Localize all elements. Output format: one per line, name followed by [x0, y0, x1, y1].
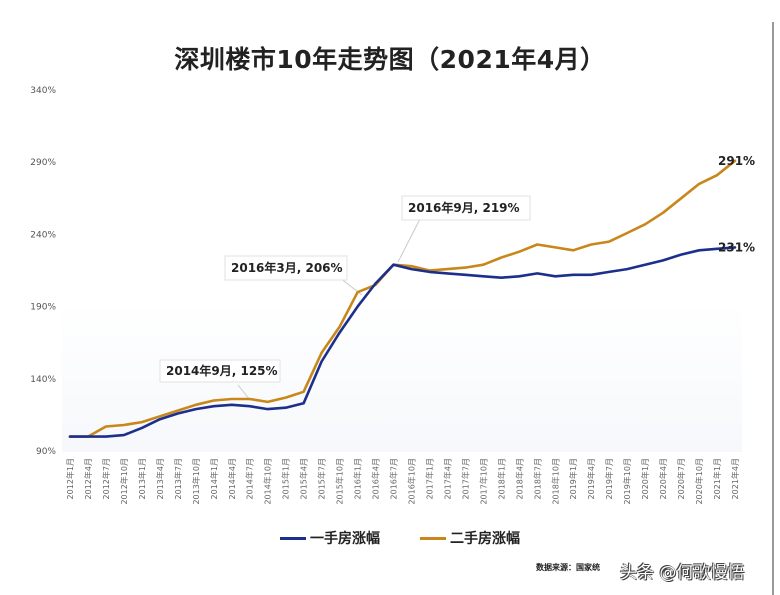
x-tick-label: 2019年10月 [622, 458, 632, 505]
x-tick-label: 2017年4月 [442, 458, 452, 499]
x-tick-label: 2016年4月 [371, 458, 381, 499]
legend-label-new-home: 一手房涨幅 [310, 531, 380, 547]
annotation-box [159, 359, 281, 383]
x-tick-label: 2016年1月 [353, 458, 363, 499]
end-label-new-home: 231% [718, 240, 755, 254]
series-line [68, 159, 737, 438]
x-tick-label: 2013年1月 [137, 458, 147, 499]
legend-item-new-home: 一手房涨幅 [280, 528, 380, 548]
x-tick-label: 2019年7月 [604, 458, 614, 499]
x-tick-label: 2017年7月 [460, 458, 470, 499]
x-tick-label: 2017年10月 [478, 458, 488, 505]
x-tick-label: 2013年7月 [173, 458, 183, 499]
chart-title: 深圳楼市10年走势图（2021年4月） [174, 45, 606, 74]
x-tick-label: 2015年7月 [317, 458, 327, 499]
x-tick-label: 2018年10月 [550, 458, 560, 505]
annotation-text: 2016年9月, 219% [408, 200, 520, 215]
legend-label-second-hand: 二手房涨幅 [450, 531, 520, 547]
y-tick-label: 190% [30, 303, 56, 313]
y-tick-label: 340% [30, 86, 56, 96]
end-label-second-hand: 291% [718, 154, 755, 168]
legend-item-second-hand: 二手房涨幅 [420, 528, 520, 548]
legend-swatch-second-hand [420, 536, 446, 540]
annotation-boxes: 2014年9月, 125% 2016年3月, 206% 2016年9月, 219% [159, 195, 531, 383]
x-tick-label: 2016年7月 [389, 458, 399, 499]
y-axis: 90% 140% 190% 240% 290% 340% [30, 86, 56, 457]
annotation-text: 2016年3月, 206% [231, 260, 343, 275]
y-tick-label: 140% [30, 375, 56, 385]
x-tick-label: 2012年1月 [65, 458, 75, 499]
x-tick-label: 2018年4月 [514, 458, 524, 499]
x-tick-label: 2012年10月 [119, 458, 129, 505]
right-border-line [772, 22, 774, 595]
x-tick-label: 2018年1月 [496, 458, 506, 499]
x-tick-label: 2015年1月 [281, 458, 291, 499]
annotation-text: 2014年9月, 125% [166, 363, 278, 378]
x-tick-label: 2013年4月 [155, 458, 165, 499]
x-tick-label: 2020年7月 [676, 458, 686, 499]
watermark: 头条 @何歌慢悟 [620, 563, 745, 583]
annotation-box [401, 195, 531, 221]
y-tick-label: 240% [30, 230, 56, 240]
x-tick-label: 2019年4月 [586, 458, 596, 499]
x-tick-label: 2016年10月 [406, 458, 416, 505]
annotation-box [224, 255, 348, 281]
x-tick-label: 2017年1月 [424, 458, 434, 499]
y-tick-label: 90% [36, 447, 56, 457]
annotation-leader-line [397, 218, 421, 263]
x-tick-label: 2020年1月 [640, 458, 650, 499]
y-tick-label: 290% [30, 158, 56, 168]
x-tick-label: 2014年7月 [245, 458, 255, 499]
x-axis: 2012年1月 2012年4月 2012年7月 2012年10月 2013年1月 2013… [65, 458, 740, 505]
x-tick-label: 2020年10月 [694, 458, 704, 505]
x-tick-label: 2014年4月 [227, 458, 237, 499]
x-tick-label: 2021年4月 [730, 458, 740, 499]
series-layer [68, 159, 737, 438]
end-labels: 291% 231% [718, 154, 755, 255]
x-tick-label: 2014年1月 [209, 458, 219, 499]
x-tick-label: 2013年10月 [191, 458, 201, 505]
x-tick-label: 2014年10月 [263, 458, 273, 505]
x-tick-label: 2012年7月 [101, 458, 111, 499]
x-tick-label: 2015年10月 [335, 458, 345, 505]
data-source-note: 数据来源：国家统 [536, 563, 600, 572]
legend: 一手房涨幅 二手房涨幅 [280, 528, 520, 548]
x-tick-label: 2019年1月 [568, 458, 578, 499]
x-tick-label: 2015年4月 [299, 458, 309, 499]
legend-swatch-new-home [280, 536, 306, 540]
x-tick-label: 2021年1月 [712, 458, 722, 499]
x-tick-label: 2018年7月 [532, 458, 542, 499]
series-line [68, 246, 737, 438]
x-tick-label: 2020年4月 [658, 458, 668, 499]
x-tick-label: 2012年4月 [83, 458, 93, 499]
annotation-leader-line [237, 384, 251, 401]
